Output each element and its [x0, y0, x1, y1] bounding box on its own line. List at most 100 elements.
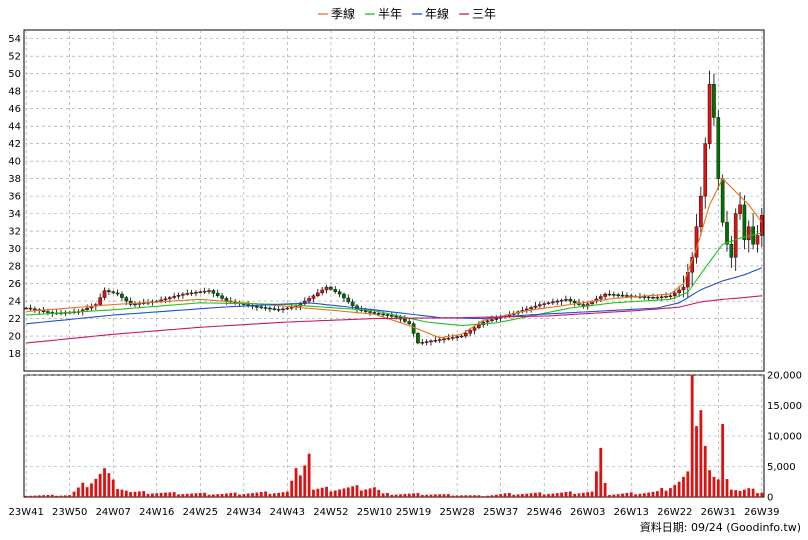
candle-body	[168, 297, 172, 299]
volume-bar	[521, 494, 524, 497]
candle-body	[198, 291, 203, 293]
volume-bar	[181, 494, 185, 497]
candle-body	[376, 313, 381, 315]
volume-bar	[338, 489, 341, 497]
volume-bar	[712, 476, 716, 497]
candle-body	[468, 330, 472, 334]
candle-body	[41, 310, 46, 312]
candle-body	[677, 289, 681, 294]
volume-bar	[655, 491, 659, 497]
volume-bar	[151, 493, 154, 497]
candle-body	[559, 299, 564, 302]
legend-label-1: 半年	[378, 7, 402, 21]
volume-bar	[81, 482, 85, 497]
volume-bar	[159, 492, 163, 497]
volume-bar	[364, 489, 368, 497]
volume-bar	[447, 494, 450, 497]
volume-bar	[516, 494, 520, 497]
volume-bar	[233, 492, 237, 497]
volume-bar	[547, 494, 550, 497]
volume-bar	[168, 492, 172, 497]
candle-body	[302, 300, 307, 304]
volume-bar	[625, 493, 629, 497]
candle-body	[572, 300, 577, 303]
ma-line-2	[26, 267, 763, 325]
volume-bar	[137, 491, 141, 497]
volume-bar	[560, 492, 563, 497]
candle-body	[194, 292, 198, 294]
volume-bar	[708, 470, 711, 497]
volume-bar	[164, 492, 167, 497]
volume-bar	[638, 493, 642, 497]
candle-body	[224, 298, 229, 302]
volume-panel: 0 5,000 10,000 15,000 20,000	[23, 371, 802, 504]
volume-bar	[568, 491, 572, 497]
candle-body	[163, 298, 168, 301]
candle-body	[429, 340, 433, 343]
volume-bar	[577, 493, 581, 497]
candle-body	[646, 296, 651, 299]
volume-tick-label: 5,000	[767, 462, 796, 473]
volume-bar	[703, 445, 707, 497]
candle-body	[403, 318, 407, 322]
volume-bar	[194, 493, 198, 497]
volume-bar	[460, 495, 463, 497]
volume-bar	[416, 493, 420, 497]
x-tick-label: 26W31	[701, 507, 736, 518]
x-tick-label: 26W39	[744, 507, 779, 518]
volume-bar	[586, 492, 590, 497]
candle-body	[742, 204, 747, 241]
volume-bar	[595, 471, 598, 497]
candle-body	[699, 195, 703, 227]
candle-body	[555, 300, 560, 303]
volume-bar	[37, 495, 41, 497]
candle-body	[755, 235, 760, 245]
volume-bar	[94, 478, 98, 497]
candle-body	[490, 319, 494, 321]
candle-body	[211, 290, 216, 294]
candle-body	[464, 333, 468, 337]
candle-body	[485, 320, 490, 323]
volume-bar	[551, 493, 555, 497]
volume-bar	[660, 487, 664, 497]
volume-bar	[255, 492, 259, 497]
candle-body	[729, 244, 734, 258]
price-tick-label: 36	[8, 192, 21, 203]
volume-bar	[316, 488, 320, 497]
volume-tick-label: 0	[767, 493, 773, 504]
ma-line-0	[26, 177, 763, 339]
volume-bar	[490, 495, 494, 497]
volume-bar	[669, 488, 672, 497]
legend-label-2: 年線	[425, 6, 449, 21]
volume-bar	[760, 492, 764, 497]
candle-body	[442, 338, 446, 341]
price-tick-label: 26	[8, 279, 21, 290]
volume-bar	[390, 494, 394, 497]
volume-bar	[111, 479, 115, 497]
volume-bar	[142, 491, 146, 497]
candle-body	[115, 292, 120, 295]
volume-bar	[420, 494, 424, 497]
ma-line-3	[26, 295, 762, 344]
price-tick-label: 24	[8, 297, 21, 308]
x-tick-label: 25W28	[439, 507, 474, 518]
x-tick-label: 25W46	[527, 507, 562, 518]
x-tick-label: 25W19	[396, 507, 431, 518]
candle-body	[620, 294, 625, 297]
volume-bar	[612, 494, 616, 497]
candle-body	[215, 292, 220, 297]
candle-body	[529, 307, 533, 310]
volume-bar	[299, 475, 302, 497]
price-tick-label: 44	[8, 122, 21, 133]
candle-body	[350, 301, 355, 307]
volume-bar	[294, 468, 298, 497]
volume-bar	[333, 490, 337, 497]
volume-bar	[403, 493, 407, 497]
volume-bar	[438, 494, 442, 497]
volume-bar	[116, 489, 119, 497]
x-tick-label: 25W10	[357, 507, 392, 518]
candle-body	[329, 286, 333, 290]
volume-bar	[616, 494, 620, 497]
volume-bar	[220, 493, 224, 497]
